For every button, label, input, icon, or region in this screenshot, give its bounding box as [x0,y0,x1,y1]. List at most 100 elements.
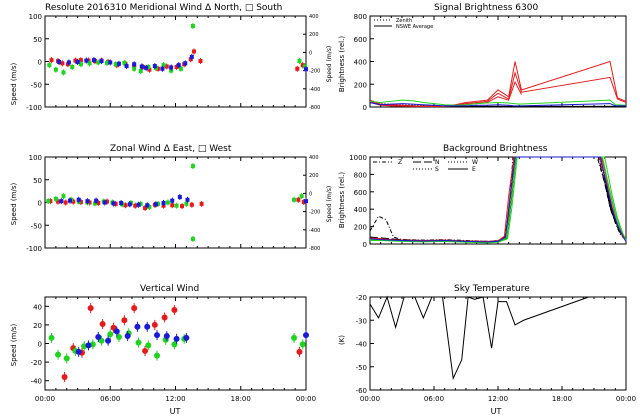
zonal-y2tick-label-2: -200 [309,210,320,216]
vertical-blue-point-11 [183,334,190,341]
background-series-S [369,156,627,243]
vertical-green-point-11 [145,342,152,349]
signal-ytick-label-4: 800 [354,13,367,21]
zonal-red-point-9 [123,203,128,208]
meridional-blue-point-10 [139,64,144,69]
vertical-red-point-8 [142,347,149,354]
meridional-blue-point-11 [144,65,149,70]
meridional-blue-point-16 [183,61,188,66]
zonal-y2tick-label-3: 0 [309,191,312,197]
vertical-xlabel: UT [170,407,181,416]
zonal-blue-point-1 [68,198,73,203]
meridional-frame [44,15,307,108]
sky-xtick-label-0: 00:00 [360,395,380,403]
zonal-green-point-17 [190,164,195,169]
signal-ylabel: Brightness (rel.) [338,36,346,92]
signal-ytick-label-0: 0 [363,104,367,112]
meridional-ylabel: Speed (m/s) [10,63,18,106]
zonal-red-point-19 [301,200,306,205]
zonal-green-point-6 [93,201,98,206]
meridional-ytick-label-3: 50 [33,36,42,44]
meridional-green-point-3 [70,64,75,69]
zonal-blue-point-16 [304,199,308,204]
meridional-y2tick-label-1: -400 [309,87,320,93]
vertical-ytick-label-4: 40 [33,303,42,311]
background-series-green2 [370,156,627,244]
vertical-blue-point-9 [163,333,170,340]
zonal-green-point-0 [46,199,51,204]
zonal-blue-point-4 [94,198,99,203]
vertical-blue-point-7 [144,323,151,330]
meridional-y2tick-label-3: 0 [309,50,312,56]
vertical-red-point-3 [87,305,94,312]
vertical-green-point-10 [135,339,142,346]
zonal-red-point-6 [96,200,101,205]
vertical-ytick-label-2: 0 [38,341,42,349]
meridional-green-point-14 [161,63,166,68]
zonal-red-point-4 [78,200,83,205]
zonal-green-point-16 [184,201,189,206]
zonal-blue-point-9 [136,202,141,207]
meridional-green-point-15 [169,68,174,73]
zonal-ytick-label-3: 50 [33,177,42,185]
meridional-red-point-6 [86,58,91,63]
vertical-blue-point-3 [105,337,112,344]
meridional-blue-point-17 [189,54,194,59]
zonal-red-point-16 [189,202,194,207]
vertical-green-point-16 [291,334,298,341]
background-ytick-label-2: 400 [354,206,367,214]
background-ytick-label-3: 600 [354,189,367,197]
meridional-red-point-23 [300,63,305,68]
vertical-xtick-label-4: 00:00 [296,395,316,403]
vertical-xtick-label-0: 00:00 [35,395,55,403]
zonal-y2tick-label-5: 400 [309,155,319,161]
meridional-green-point-16 [178,66,183,71]
meridional-blue-point-1 [66,60,71,65]
meridional-blue-point-8 [124,64,129,69]
meridional-y2tick-label-5: 400 [309,14,319,20]
sky-xtick-label-2: 12:00 [488,395,508,403]
vertical-green-point-8 [115,333,122,340]
meridional-blue-point-9 [132,62,137,67]
zonal-ytick-label-2: 0 [38,200,42,208]
meridional-ytick-label-4: 100 [29,13,42,21]
meridional-green-point-17 [190,24,195,29]
background-series-blue [369,156,627,243]
meridional-y2tick-label-2: -200 [309,69,320,75]
vertical-blue-point-1 [85,342,92,349]
signal-ytick-label-1: 200 [354,81,367,89]
meridional-blue-point-7 [116,61,121,66]
meridional-red-point-4 [73,58,78,63]
meridional-green-point-1 [53,67,58,72]
meridional-red-point-0 [49,58,54,63]
vertical-blue-point-6 [134,323,141,330]
meridional-ytick-label-2: 0 [38,59,42,67]
vertical-blue-point-10 [173,335,180,342]
zonal-y2tick-label-1: -400 [309,228,320,234]
sky-frame [369,296,627,391]
background-series-red1 [369,156,627,242]
signal-legend-avg: NSWE Average [396,24,433,30]
meridional-red-point-19 [188,57,193,62]
signal-legend: Zenith NSWE Average [374,18,433,30]
vertical-blue-point-4 [113,328,120,335]
zonal-green-point-19 [292,197,297,202]
meridional-y2tick-label-0: -800 [309,105,320,111]
signal-series-green [369,99,627,106]
signal-ytick-label-3: 600 [354,36,367,44]
zonal-red-point-18 [296,197,301,202]
background-series-Z [369,156,627,242]
background-legend: Z N S W E [373,159,478,173]
sky-ytick-label-3: -30 [356,317,367,325]
vertical-blue-point-5 [124,333,131,340]
zonal-blue-point-5 [102,200,107,205]
vertical-blue-point-8 [154,332,161,339]
zonal-green-point-18 [190,236,195,241]
vertical-green-point-7 [107,331,114,338]
meridional-blue-point-14 [169,65,174,70]
meridional-blue-point-13 [160,66,165,71]
vertical-ytick-label-1: -20 [31,359,42,367]
background-series-red2 [369,156,627,243]
zonal-red-point-10 [133,203,138,208]
